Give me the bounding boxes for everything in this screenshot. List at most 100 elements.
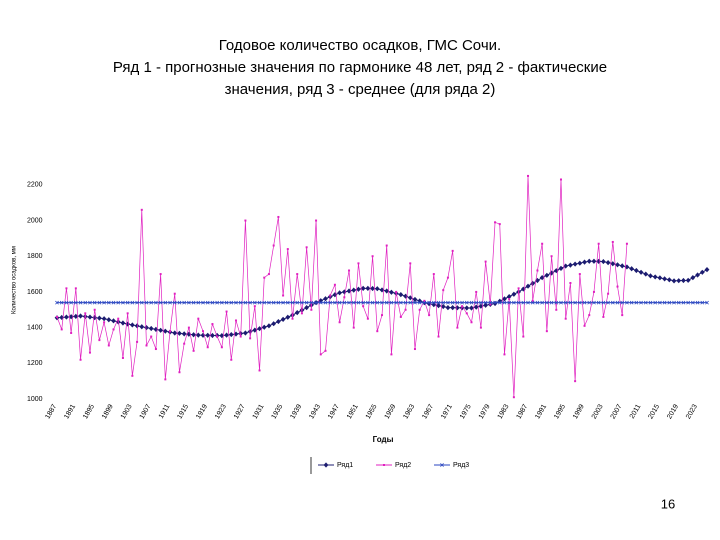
point [483, 300, 488, 305]
point [404, 308, 407, 311]
point [253, 305, 256, 308]
point [150, 335, 153, 338]
point [667, 300, 672, 305]
point [607, 292, 610, 295]
point [219, 333, 225, 339]
point [569, 282, 572, 284]
point [475, 290, 478, 293]
point [577, 260, 583, 266]
point [144, 300, 149, 305]
point [395, 290, 398, 293]
point [238, 300, 243, 305]
point [662, 276, 668, 282]
point [422, 300, 427, 305]
point [234, 319, 237, 322]
point [346, 288, 352, 294]
point [488, 300, 493, 305]
point [224, 300, 229, 305]
point [465, 312, 468, 315]
point [78, 313, 83, 319]
point [337, 290, 343, 296]
point [305, 246, 308, 249]
point [186, 331, 192, 337]
point [601, 300, 606, 305]
point [592, 300, 596, 305]
point [423, 299, 426, 302]
series [56, 174, 628, 399]
point [136, 340, 139, 343]
point [83, 300, 88, 305]
point [624, 264, 630, 270]
point [271, 300, 276, 305]
point [178, 371, 181, 374]
point [205, 300, 210, 305]
point [294, 310, 300, 316]
point [666, 277, 672, 283]
point [103, 321, 106, 324]
point [230, 358, 233, 361]
point [239, 335, 242, 338]
point [135, 300, 139, 305]
point [511, 291, 517, 297]
y-tick-label: 1800 [27, 253, 43, 260]
point [130, 300, 135, 305]
point [550, 255, 553, 258]
point [276, 300, 281, 305]
point [620, 300, 625, 305]
point [356, 286, 361, 292]
point [384, 300, 389, 305]
point [243, 300, 248, 305]
point [446, 276, 449, 279]
point [370, 300, 375, 305]
point [379, 287, 385, 293]
point [211, 323, 214, 326]
point [473, 304, 479, 310]
point [502, 300, 507, 305]
point [564, 317, 567, 320]
point [695, 272, 700, 278]
point [300, 300, 304, 305]
point [351, 287, 357, 293]
point [173, 292, 176, 295]
point [592, 290, 595, 293]
point [324, 349, 327, 352]
title-line: значения, ряд 3 - среднее (для ряда 2) [225, 81, 496, 98]
point [70, 331, 73, 334]
point [149, 300, 154, 305]
point [60, 328, 63, 331]
point [92, 315, 98, 321]
point [69, 300, 74, 305]
point [527, 174, 530, 177]
point [106, 317, 112, 323]
point [172, 300, 177, 305]
point [394, 300, 399, 305]
point [535, 300, 540, 305]
point [225, 310, 228, 313]
point [183, 342, 186, 345]
point [281, 300, 285, 305]
point [676, 278, 682, 284]
point [234, 300, 238, 305]
point [658, 300, 662, 305]
point [497, 300, 502, 305]
point [144, 325, 149, 331]
point [73, 300, 78, 305]
point [690, 300, 695, 305]
point [676, 300, 681, 305]
point [522, 335, 525, 338]
point [244, 219, 247, 222]
point [563, 300, 568, 305]
x-axis-label: Годы [373, 435, 394, 444]
point [621, 314, 624, 317]
point [125, 321, 131, 327]
point [68, 314, 74, 320]
point [285, 300, 290, 305]
point [73, 313, 79, 319]
point [530, 300, 535, 305]
point [134, 323, 140, 329]
point [64, 314, 69, 320]
point [202, 330, 205, 333]
point [588, 314, 591, 317]
point [181, 331, 187, 337]
point [120, 320, 126, 326]
